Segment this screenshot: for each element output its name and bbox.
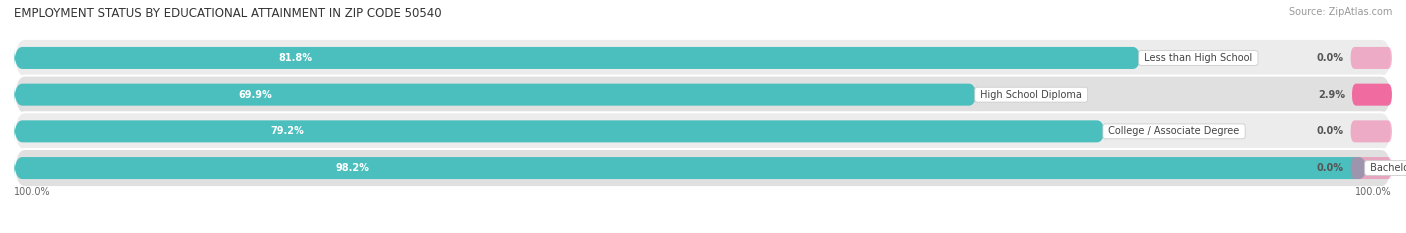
Text: 100.0%: 100.0% — [14, 187, 51, 197]
Text: 0.0%: 0.0% — [1316, 163, 1344, 173]
FancyBboxPatch shape — [14, 39, 1392, 77]
Text: High School Diploma: High School Diploma — [977, 90, 1085, 100]
FancyBboxPatch shape — [14, 75, 1392, 114]
Text: 81.8%: 81.8% — [278, 53, 314, 63]
FancyBboxPatch shape — [1351, 157, 1392, 179]
Text: 2.9%: 2.9% — [1317, 90, 1346, 100]
Text: Less than High School: Less than High School — [1142, 53, 1256, 63]
FancyBboxPatch shape — [14, 84, 977, 106]
FancyBboxPatch shape — [1353, 84, 1392, 106]
Text: Source: ZipAtlas.com: Source: ZipAtlas.com — [1288, 7, 1392, 17]
Text: College / Associate Degree: College / Associate Degree — [1105, 126, 1243, 136]
Text: Bachelor's Degree or higher: Bachelor's Degree or higher — [1367, 163, 1406, 173]
FancyBboxPatch shape — [14, 157, 1367, 179]
Text: 98.2%: 98.2% — [336, 163, 370, 173]
Text: EMPLOYMENT STATUS BY EDUCATIONAL ATTAINMENT IN ZIP CODE 50540: EMPLOYMENT STATUS BY EDUCATIONAL ATTAINM… — [14, 7, 441, 20]
FancyBboxPatch shape — [1351, 47, 1392, 69]
Text: 100.0%: 100.0% — [1355, 187, 1392, 197]
FancyBboxPatch shape — [14, 120, 1105, 142]
FancyBboxPatch shape — [14, 149, 1392, 187]
FancyBboxPatch shape — [1351, 120, 1392, 142]
FancyBboxPatch shape — [14, 47, 1142, 69]
FancyBboxPatch shape — [14, 112, 1392, 151]
Text: 0.0%: 0.0% — [1316, 126, 1344, 136]
Text: 0.0%: 0.0% — [1316, 53, 1344, 63]
Text: 79.2%: 79.2% — [270, 126, 304, 136]
Text: 69.9%: 69.9% — [238, 90, 271, 100]
